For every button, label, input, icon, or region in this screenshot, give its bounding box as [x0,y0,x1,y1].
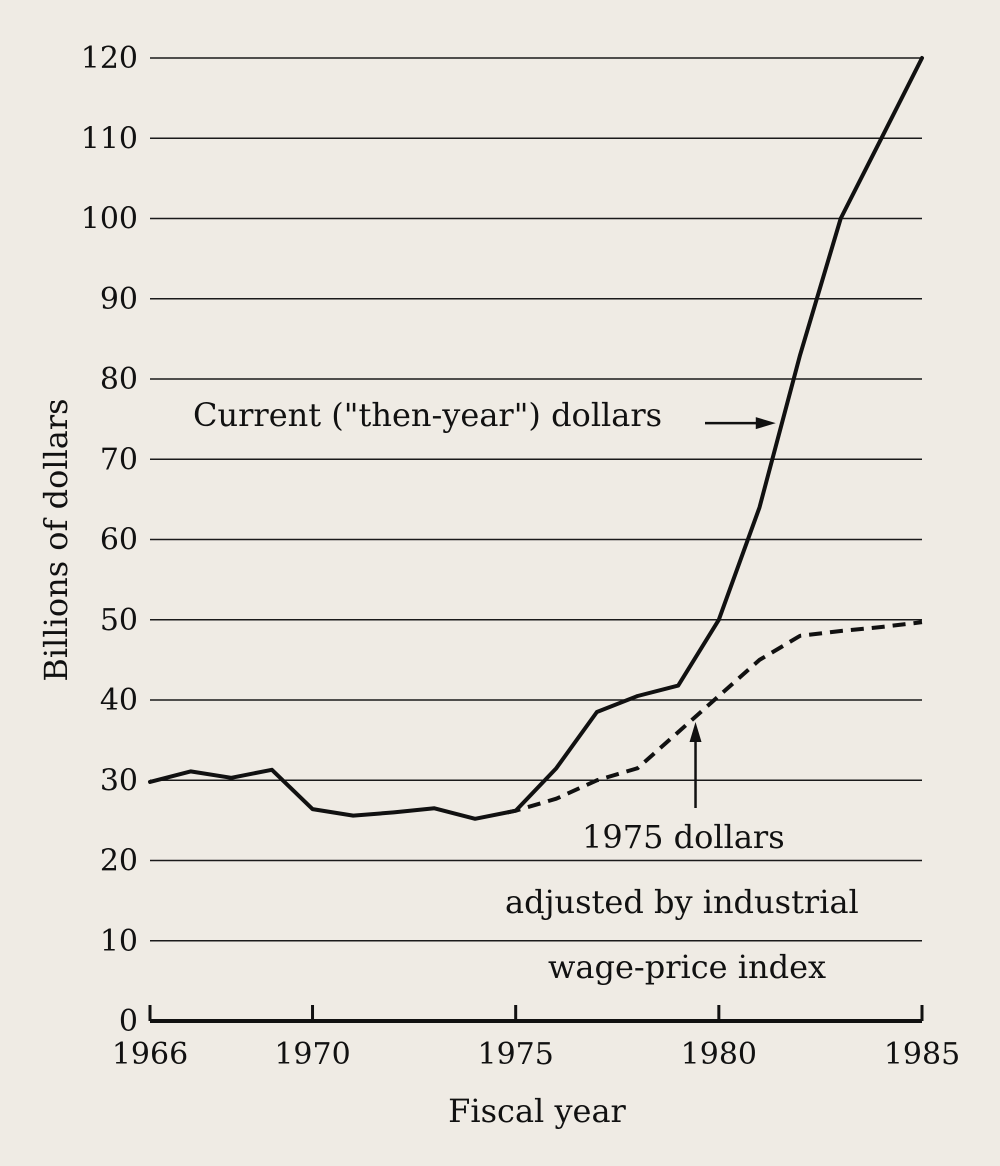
y-tick-label-120: 120 [81,41,138,76]
y-tick-label-40: 40 [100,683,138,718]
x-tick-label-1980: 1980 [681,1037,757,1072]
arrowhead [755,417,776,430]
y-tick-label-0: 0 [119,1004,138,1039]
real-dollars-annotation-line3: wage-price index [548,948,826,986]
series-current-dollars [148,56,924,821]
y-axis-label: Billions of dollars [37,398,75,681]
y-tick-label-70: 70 [100,442,138,477]
x-axis [148,1005,924,1023]
y-tick-label-20: 20 [100,844,138,879]
series-1975-dollars [507,620,923,815]
y-tick-label-60: 60 [100,523,138,558]
y-tick-labels: 0 10 20 30 40 50 60 70 80 90 100 110 120 [81,41,138,1039]
x-tick-label-1975: 1975 [478,1037,554,1072]
gridlines [150,57,922,942]
current-dollars-arrow [705,417,776,430]
x-axis-label: Fiscal year [448,1092,626,1130]
y-tick-label-90: 90 [100,282,138,317]
x-tick-labels: 1966 1970 1975 1980 1985 [112,1037,960,1072]
y-tick-label-110: 110 [81,121,138,156]
y-tick-label-30: 30 [100,763,138,798]
y-tick-label-50: 50 [100,603,138,638]
current-dollars-annotation: Current ("then-year") dollars [193,396,662,434]
x-tick-label-1970: 1970 [274,1037,350,1072]
real-dollars-annotation-line1: 1975 dollars [582,818,785,856]
y-tick-label-10: 10 [100,924,138,959]
x-tick-label-1985: 1985 [884,1037,960,1072]
x-tick-label-1966: 1966 [112,1037,188,1072]
arrowhead [689,722,702,743]
series-lines [148,56,924,821]
y-tick-label-80: 80 [100,362,138,397]
real-dollars-arrow [689,722,702,808]
real-dollars-annotation-line2: adjusted by industrial [505,883,859,921]
y-tick-label-100: 100 [81,202,138,237]
